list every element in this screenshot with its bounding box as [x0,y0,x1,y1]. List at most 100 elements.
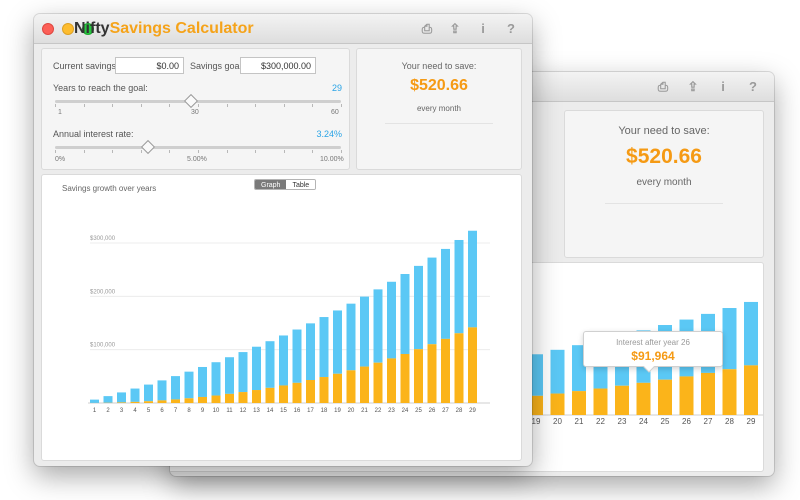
years-slider-track[interactable] [55,100,341,103]
close-window-button[interactable] [42,23,54,35]
y-tick-label: $200,000 [90,289,116,295]
bar-deposits [346,303,356,371]
back-bar-deposits [744,301,758,366]
bar-deposits [198,366,207,397]
back-x-tick-label: 20 [553,417,562,426]
x-tick-label: 25 [415,408,422,414]
bar-interest [427,344,437,403]
back-bar-interest [572,391,586,415]
bar-deposits [360,296,369,367]
x-tick-label: 21 [361,408,368,414]
bar-interest [279,385,288,403]
zoom-window-button[interactable] [82,23,94,35]
bar-interest [225,393,234,403]
bar-deposits [454,239,464,334]
years-tick-min: 1 [58,109,62,116]
bar-interest [454,333,464,403]
slider-tick [226,104,228,107]
bar-interest [373,362,383,403]
current-savings-input[interactable]: $0.00 [115,57,184,74]
front-toolbar-icons: ⎙ ⇪ i ? [420,21,518,37]
bar-interest [130,401,140,403]
savings-goal-input[interactable]: $300,000.00 [240,57,316,74]
slider-tick [169,150,171,153]
back-result-panel: Your need to save: $520.66 every month [564,110,764,258]
back-bar-deposits [722,308,737,370]
slider-tick [169,104,171,107]
years-label: Years to reach the goal: [53,83,148,93]
back-toolbar-icons: ⎙ ⇪ i ? [656,79,760,95]
bar-deposits [117,392,126,403]
bar-interest [319,377,329,403]
rate-slider-track[interactable] [55,146,341,149]
x-tick-label: 16 [294,408,301,414]
help-icon[interactable]: ? [507,21,515,36]
x-tick-label: 18 [321,408,328,414]
back-bar-interest [658,379,672,415]
bar-interest [157,400,167,403]
slider-tick [226,150,228,153]
slider-tick [83,150,85,153]
x-tick-label: 9 [201,408,205,414]
savings-goal-label: Savings goal: [190,61,245,71]
share-icon[interactable]: ⇪ [687,79,699,94]
x-tick-label: 8 [187,408,191,414]
years-slider-thumb[interactable] [183,93,198,109]
x-tick-label: 28 [456,408,463,414]
back-bar-interest [593,388,608,415]
x-tick-label: 6 [160,408,164,414]
rate-slider-thumb[interactable] [140,139,155,155]
x-tick-label: 20 [348,408,355,414]
back-bar-interest [744,365,758,415]
bar-deposits [171,376,180,400]
tab-graph[interactable]: Graph [255,180,287,189]
back-bar-interest [636,382,651,415]
print-icon[interactable]: ⎙ [421,21,433,36]
y-tick-label: $300,000 [90,236,116,242]
help-icon[interactable]: ? [749,79,757,94]
x-tick-label: 4 [133,408,137,414]
slider-tick [283,150,285,153]
x-tick-label: 12 [240,408,247,414]
x-tick-label: 27 [442,408,449,414]
x-tick-label: 26 [429,408,436,414]
bar-deposits [400,274,410,354]
x-tick-label: 19 [334,408,341,414]
bar-deposits [427,257,437,345]
bar-interest [144,401,153,403]
current-savings-label: Current savings: [53,61,119,71]
back-x-tick-label: 26 [682,417,691,426]
tab-table[interactable]: Table [286,180,316,189]
share-icon[interactable]: ⇪ [449,21,461,36]
back-x-tick-label: 28 [725,417,734,426]
print-icon[interactable]: ⎙ [657,79,669,94]
bar-interest [414,349,423,403]
bar-interest [184,398,194,403]
tooltip-label: Interest after year 26 [616,338,690,347]
bar-interest [306,380,315,403]
back-bar-interest [701,372,715,415]
x-tick-label: 5 [147,408,151,414]
bar-interest [468,327,477,403]
slider-tick [255,150,257,153]
slider-tick [341,104,342,107]
minimize-window-button[interactable] [62,23,74,35]
bar-interest [117,402,126,403]
bar-interest [400,353,410,403]
bar-deposits [319,317,329,378]
info-icon[interactable]: i [721,79,725,94]
bar-deposits [252,346,261,391]
slider-tick [55,150,56,153]
chart-title: Savings growth over years [62,184,157,193]
info-icon[interactable]: i [481,21,485,36]
bar-deposits [441,248,450,339]
bar-deposits [90,399,99,403]
bar-interest [252,390,261,403]
years-value: 29 [331,83,342,93]
bar-interest [238,392,248,403]
back-x-tick-label: 21 [575,417,584,426]
chart-panel: Savings growth over years Graph Table $1… [41,174,522,461]
x-tick-label: 11 [226,408,233,414]
x-tick-label: 15 [280,408,287,414]
